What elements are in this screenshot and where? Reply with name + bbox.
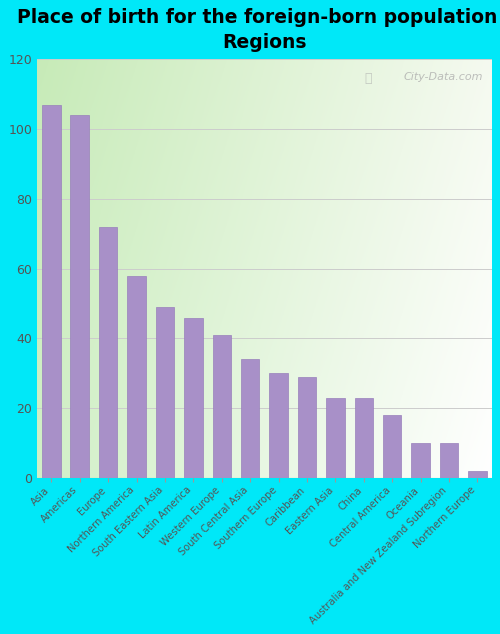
Bar — [241, 359, 260, 478]
Bar — [99, 227, 117, 478]
Bar — [298, 377, 316, 478]
Bar — [212, 335, 231, 478]
Text: ⓘ: ⓘ — [364, 72, 372, 85]
Bar — [42, 105, 60, 478]
Bar — [354, 398, 373, 478]
Bar — [468, 471, 486, 478]
Bar — [440, 443, 458, 478]
Bar — [156, 307, 174, 478]
Bar — [383, 415, 402, 478]
Bar — [184, 318, 203, 478]
Bar — [270, 373, 288, 478]
Bar — [326, 398, 344, 478]
Bar — [128, 276, 146, 478]
Bar — [412, 443, 430, 478]
Title: Place of birth for the foreign-born population -
Regions: Place of birth for the foreign-born popu… — [17, 8, 500, 53]
Text: City-Data.com: City-Data.com — [403, 72, 482, 82]
Bar — [70, 115, 89, 478]
